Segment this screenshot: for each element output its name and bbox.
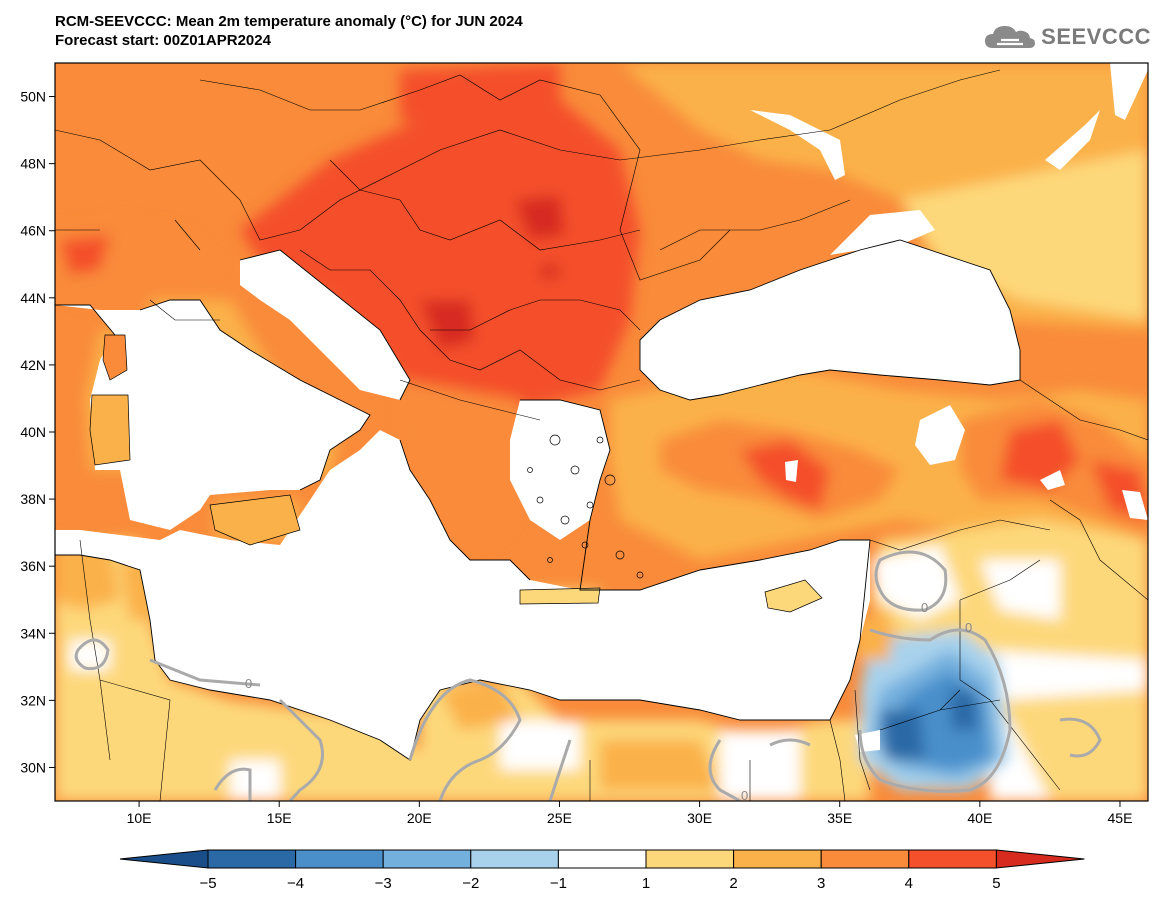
colorbar-extend-low: [119, 849, 209, 869]
lat-tick-label: 46N: [20, 223, 46, 239]
lon-tick-label: 35E: [827, 810, 852, 826]
lake-tuz: [785, 460, 798, 482]
lat-tick-label: 30N: [20, 759, 46, 775]
sicily: [209, 494, 301, 546]
colorbar-label: 3: [817, 875, 825, 892]
title-line-1: RCM-SEEVCCC: Mean 2m temperature anomaly…: [55, 13, 523, 30]
lake-van: [915, 405, 965, 465]
adriatic-sea: [240, 250, 410, 400]
colorbar-label: 1: [642, 875, 650, 892]
lat-tick-label: 40N: [20, 424, 46, 440]
lat-tick-label: 34N: [20, 625, 46, 641]
title-line-2: Forecast start: 00Z01APR2024: [55, 32, 271, 49]
lat-tick-label: 42N: [20, 357, 46, 373]
corsica: [102, 334, 128, 381]
colorbar-bin: [382, 849, 472, 869]
cyprus: [764, 579, 823, 613]
seevccc-logo: SEEVCCC: [983, 20, 1151, 54]
seas: [55, 63, 1148, 760]
lon-tick-label: 45E: [1108, 810, 1133, 826]
lat-tick-label: 48N: [20, 156, 46, 172]
lon-tick-label: 40E: [967, 810, 992, 826]
colorbar-label: −3: [375, 875, 392, 892]
ligurian-tyrrhenian-sea: [55, 300, 370, 530]
lon-tick-label: 15E: [267, 810, 292, 826]
lake-urmia: [1122, 490, 1148, 520]
latitude-axis: 50N 48N 46N 44N 42N 40N 38N 36N 34N 32N 30N: [20, 89, 55, 775]
colorbar-bin: [470, 849, 559, 869]
map-title: RCM-SEEVCCC: Mean 2m temperature anomaly…: [55, 12, 523, 50]
colorbar-label: −4: [287, 875, 304, 892]
cloud-icon: [985, 26, 1036, 48]
colorbar-label: −2: [462, 875, 479, 892]
volga-reservoir: [1110, 63, 1148, 120]
lon-tick-label: 30E: [687, 810, 712, 826]
colorbar-label: −5: [199, 875, 216, 892]
zero-contours: [74, 550, 1102, 801]
coastlines: [55, 239, 1021, 761]
aegean-sea: [510, 400, 610, 540]
dnieper-reservoir: [750, 110, 845, 180]
map-field: 0 0 0 0: [55, 63, 1148, 803]
lat-tick-label: 50N: [20, 89, 46, 105]
lon-tick-label: 10E: [127, 810, 152, 826]
contour-label: 0: [965, 620, 972, 635]
colorbar-extend-high: [995, 849, 1085, 869]
contour-label: 0: [741, 788, 748, 803]
lat-tick-label: 44N: [20, 290, 46, 306]
colorbar-bin: [557, 849, 647, 869]
mediterranean-sea: [55, 430, 870, 760]
black-sea: [640, 240, 1020, 400]
aegean-islands: [527, 434, 644, 579]
colorbar-label: 4: [905, 875, 913, 892]
lon-tick-label: 25E: [547, 810, 572, 826]
crete: [519, 587, 601, 605]
lake-sevan: [1040, 470, 1065, 490]
logo-text: SEEVCCC: [1041, 24, 1151, 49]
colorbar-label: 2: [729, 875, 737, 892]
colorbar: −5 −4 −3 −2 −1 1 2 3 4 5: [119, 849, 1085, 892]
colorbar-label: −1: [550, 875, 567, 892]
colorbar-label: 5: [992, 875, 1000, 892]
colorbar-bin: [908, 849, 997, 869]
lat-tick-label: 32N: [20, 692, 46, 708]
sardinia: [89, 394, 131, 466]
colorbar-bin: [820, 849, 910, 869]
sea-of-azov: [830, 210, 935, 255]
colorbar-bin: [733, 849, 822, 869]
contour-label: 0: [245, 676, 252, 691]
colorbar-bin: [207, 849, 297, 869]
country-borders: [55, 69, 1148, 801]
contour-label: 0: [921, 600, 928, 615]
lat-tick-label: 36N: [20, 558, 46, 574]
don-reservoir: [1045, 110, 1100, 170]
lon-tick-label: 20E: [407, 810, 432, 826]
longitude-axis: 10E 15E 20E 25E 30E 35E 40E 45E: [127, 801, 1133, 826]
islands: [89, 334, 823, 613]
lat-tick-label: 38N: [20, 491, 46, 507]
colorbar-bin: [295, 849, 384, 869]
colorbar-bin: [645, 849, 735, 869]
